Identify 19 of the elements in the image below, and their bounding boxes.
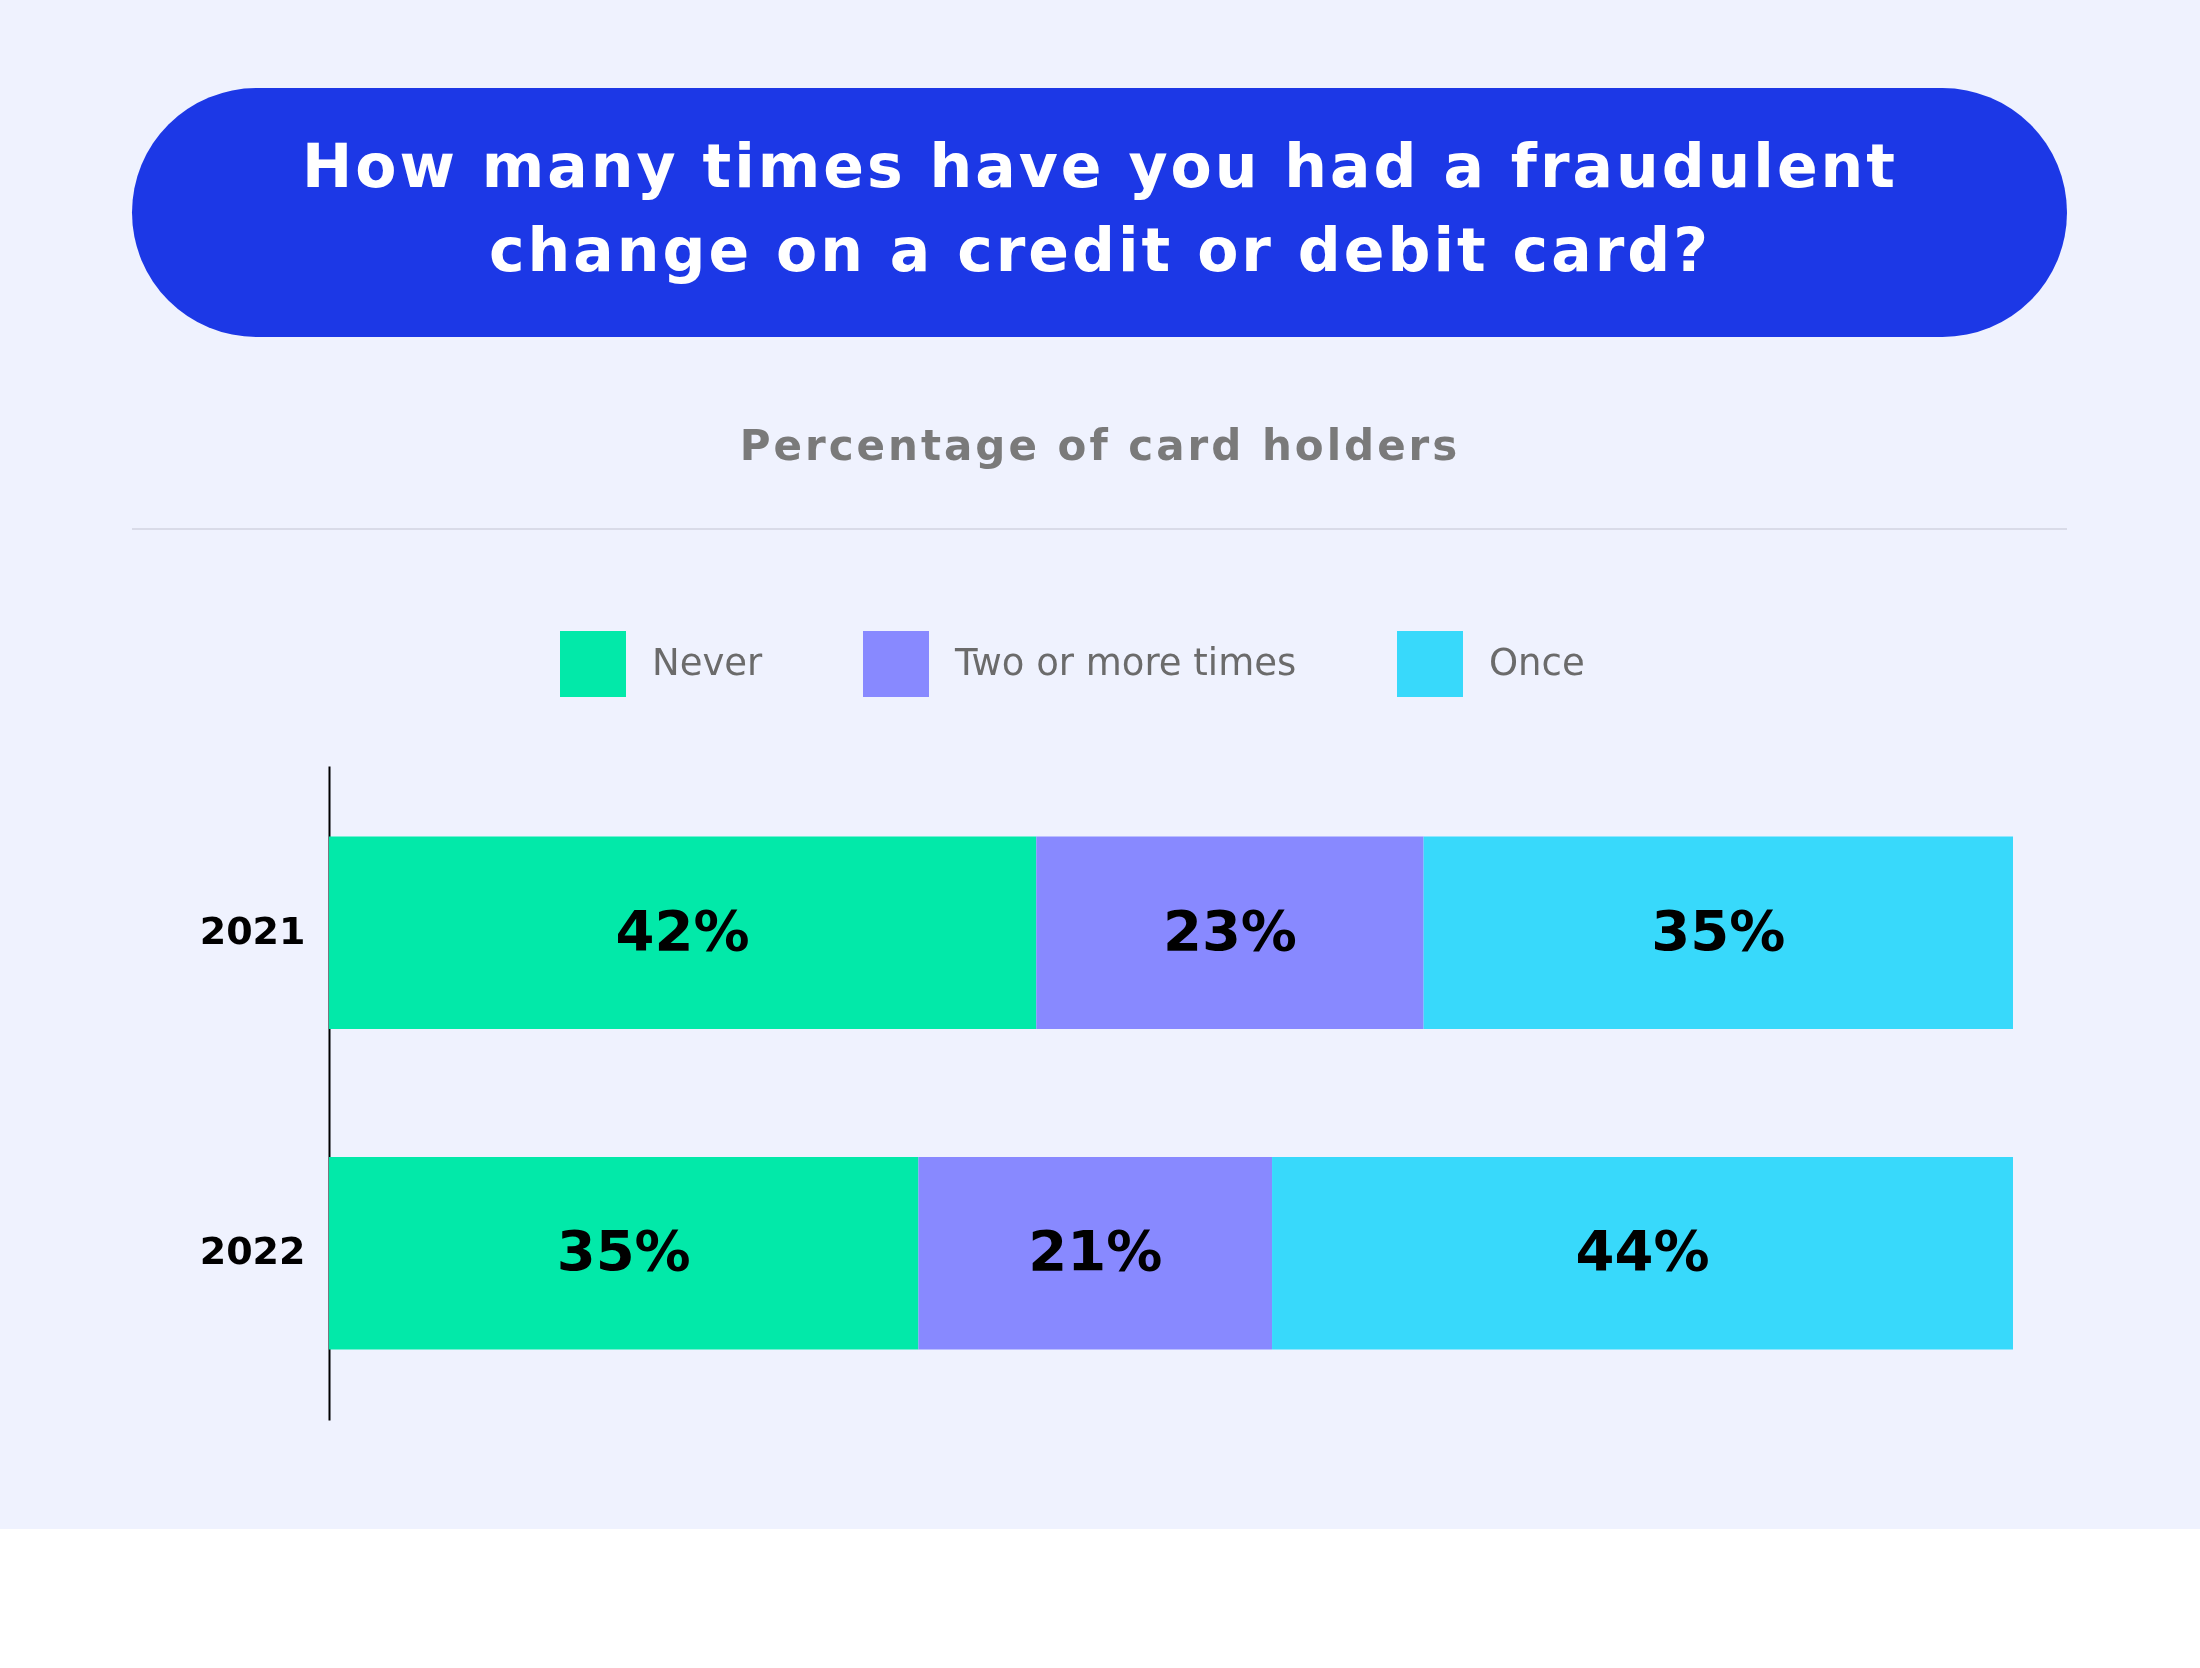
legend-label: Two or more times xyxy=(954,641,1297,684)
data-label: 35% xyxy=(556,1218,691,1284)
chart-title: How many times have you had a fraudulent change on a credit or debit card? xyxy=(301,130,1899,287)
y-tick-label: 2021 xyxy=(199,908,306,953)
chart-subtitle: Percentage of card holders xyxy=(738,420,1462,472)
bar xyxy=(918,1157,1273,1350)
bar xyxy=(1272,1157,2013,1350)
bar xyxy=(1423,836,2013,1029)
bar xyxy=(1036,836,1424,1029)
y-tick-label: 2022 xyxy=(199,1229,306,1274)
data-label: 23% xyxy=(1162,897,1297,963)
bar xyxy=(329,836,1037,1029)
bar xyxy=(329,1157,919,1350)
data-label: 21% xyxy=(1028,1218,1163,1284)
legend-label: Never xyxy=(652,641,764,684)
data-label: 42% xyxy=(615,897,750,963)
data-label: 35% xyxy=(1651,897,1786,963)
legend-label: Once xyxy=(1489,641,1585,684)
data-label: 44% xyxy=(1575,1218,1710,1284)
